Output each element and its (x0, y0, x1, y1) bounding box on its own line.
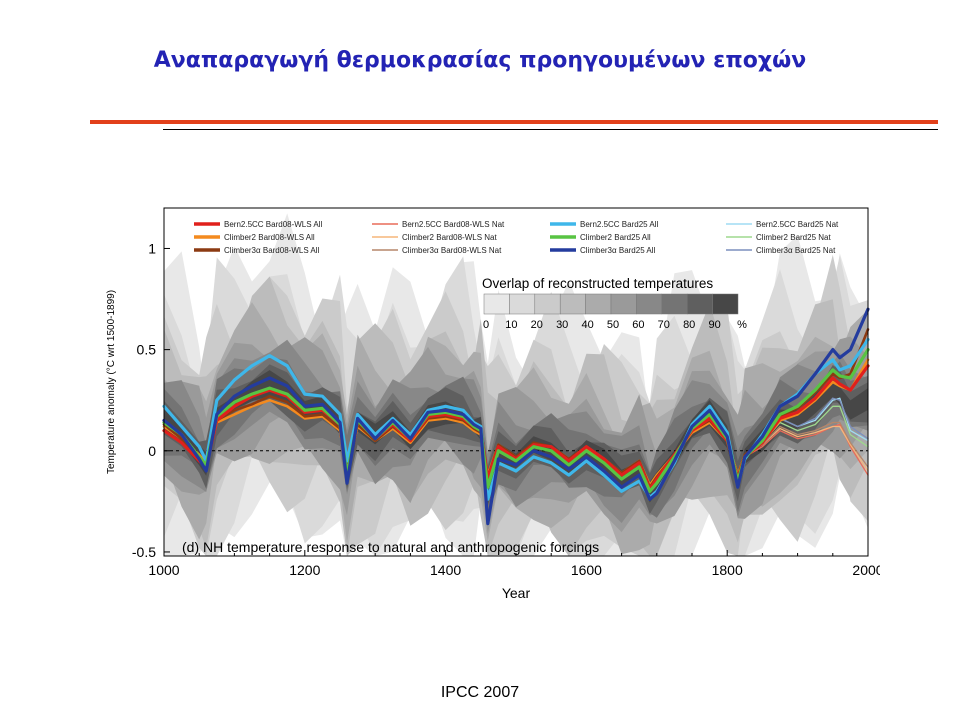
overlap-scale-cell-4 (585, 293, 612, 315)
overlap-scale-cell-6 (636, 293, 663, 315)
overlap-scale-cell-9 (712, 293, 739, 315)
overlap-scale-cell-1 (509, 293, 536, 315)
overlap-scale-label: 70 (658, 319, 670, 331)
axis-ticks: 1000 1200 1400 1600 1800 2000 1 0.5 0 -0.5 (132, 240, 880, 578)
overlap-scale-cell-7 (661, 293, 688, 315)
legend-label: Climber2 Bard25 Nat (756, 233, 831, 242)
overlap-scale-label: 80 (683, 319, 695, 331)
overlap-scale-label: 20 (531, 319, 543, 331)
legend-label: Climber3α Bard25 Nat (756, 246, 836, 255)
overlap-shading (164, 213, 868, 557)
panel-label: (d) NH temperature response to natural a… (182, 539, 599, 555)
overlap-scale-cell-8 (686, 293, 713, 315)
overlap-scale-cell-3 (559, 293, 586, 315)
source-credit: IPCC 2007 (440, 684, 520, 701)
overlap-scale-label: 40 (581, 319, 593, 331)
overlap-band-6 (164, 339, 868, 523)
legend-label: Climber2 Bard25 All (580, 233, 651, 242)
x-tick-label: 1600 (571, 562, 602, 578)
temperature-chart: 1000 1200 1400 1600 1800 2000 1 0.5 0 -0.5 Bern2.… (106, 207, 880, 601)
title-underline-black (163, 129, 938, 130)
x-tick-label: 1400 (430, 562, 461, 578)
overlap-scale-title: Overlap of reconstructed temperatures (482, 276, 713, 291)
x-tick-label: 2000 (852, 562, 880, 578)
x-axis-label: Year (502, 585, 531, 601)
overlap-scale-cell-2 (534, 293, 561, 315)
legend-label: Climber2 Bard08-WLS All (224, 233, 315, 242)
legend: Bern2.5CC Bard08-WLS All Climber2 Bard08-… (194, 220, 839, 255)
series-line-8 (162, 307, 870, 526)
overlap-band-8 (164, 364, 868, 514)
overlap-scale-label: % (737, 319, 747, 331)
overlap-scale-label: 50 (607, 319, 619, 331)
series-layer (162, 307, 870, 526)
x-tick-label: 1800 (712, 562, 743, 578)
x-tick-label: 1000 (148, 562, 179, 578)
y-tick-label: 1 (148, 240, 156, 256)
overlap-scale-label: 10 (505, 319, 517, 331)
y-tick-label: 0.5 (137, 342, 157, 358)
y-tick-label: -0.5 (132, 544, 156, 560)
overlap-scale-label: 60 (632, 319, 644, 331)
overlap-scale-cell-0 (483, 293, 510, 315)
y-tick-label: 0 (148, 443, 156, 459)
y-axis-label: Temperature anomaly (°C wrt 1500-1899) (106, 290, 117, 474)
legend-label: Climber3α Bard25 All (580, 246, 656, 255)
legend-label: Climber2 Bard08-WLS Nat (402, 233, 497, 242)
legend-label: Climber3α Bard08-WLS All (224, 246, 320, 255)
title-underline-red (90, 120, 938, 124)
legend-label: Bern2.5CC Bard25 Nat (756, 220, 839, 229)
legend-label: Climber3α Bard08-WLS Nat (402, 246, 502, 255)
overlap-scale-label: 90 (708, 319, 720, 331)
x-tick-label: 1200 (289, 562, 320, 578)
legend-label: Bern2.5CC Bard08-WLS All (224, 220, 322, 229)
overlap-scale-cell-5 (610, 293, 637, 315)
legend-label: Bern2.5CC Bard25 All (580, 220, 658, 229)
overlap-scale: Overlap of reconstructed temperatures 0 1… (482, 276, 747, 331)
overlap-scale-label: 30 (556, 319, 568, 331)
legend-label: Bern2.5CC Bard08-WLS Nat (402, 220, 505, 229)
slide-title: Αναπαραγωγή θερμοκρασίας προηγουμένων επ… (153, 48, 807, 73)
overlap-scale-label: 0 (483, 319, 489, 331)
